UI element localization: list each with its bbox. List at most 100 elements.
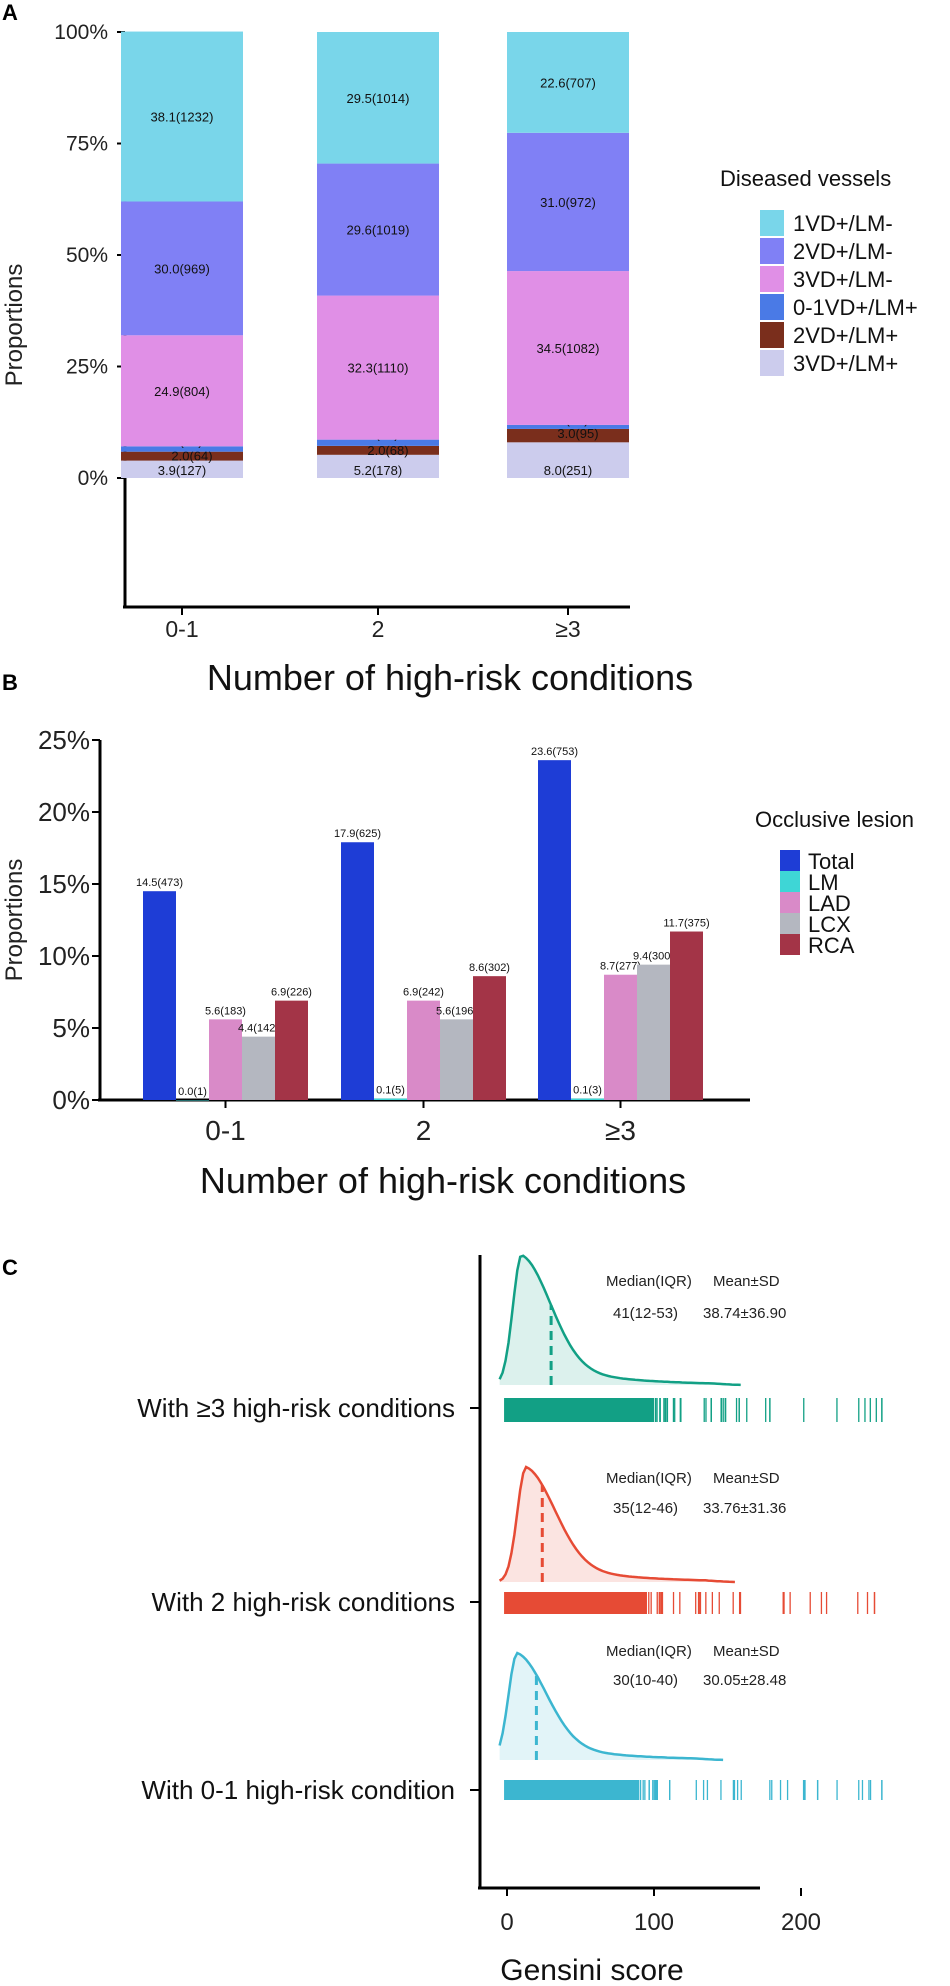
- stat-header-median-group-1: Median(IQR): [606, 1273, 692, 1290]
- segment-label-3vd-lm-3: 34.5(1082): [537, 341, 600, 356]
- bar-segment-3vd-lm-2: [317, 295, 439, 440]
- segment-label-2vd-lm-2: 29.6(1019): [347, 223, 410, 238]
- bar-segment-3vd-lm-0-1: [121, 335, 243, 447]
- density-curve-group-2: [498, 1465, 735, 1584]
- panel-b-legend-title: Occlusive lesion: [755, 807, 914, 832]
- bar-lcx-3: [637, 964, 670, 1100]
- panel-a-ytick-label: 75%: [66, 133, 108, 156]
- stat-median-iqr-group-1: 41(12-53): [613, 1305, 678, 1322]
- stat-header-mean-group-3: Mean±SD: [713, 1643, 780, 1660]
- panel-c-xtick-label: 0: [500, 1909, 513, 1936]
- bar-segment-0-1vd-lm-2: [317, 439, 439, 446]
- panel-b-ytick-label: 15%: [38, 869, 90, 899]
- bar-segment-0-1vd-lm-0-1: [121, 446, 243, 452]
- bar-segment-2vd-lm-2: [317, 163, 439, 296]
- segment-label-3vd-lm-3: 8.0(251): [544, 463, 592, 478]
- density-fill-group-2: [499, 1467, 735, 1582]
- bar-label-lad-0-1: 5.6(183): [205, 1005, 246, 1017]
- bar-segment-1vd-lm-3: [507, 32, 629, 133]
- segment-label-3vd-lm-0-1: 24.9(804): [154, 384, 210, 399]
- legend-swatch-lm: [780, 871, 800, 892]
- legend-label-2vd-lm: 2VD+/LM-: [793, 239, 893, 264]
- bar-rca-3: [670, 931, 703, 1100]
- bar-lm-2: [374, 1098, 407, 1100]
- legend-label-total: Total: [808, 849, 854, 874]
- rug-dense-group-3: [504, 1780, 640, 1800]
- legend-swatch-total: [780, 850, 800, 871]
- panel-b-chart: Proportions Number of high-risk conditio…: [1, 725, 914, 1201]
- stat-median-iqr-group-2: 35(12-46): [613, 1500, 678, 1517]
- rug-dense-group-2: [504, 1592, 646, 1614]
- bar-segment-0-1vd-lm-3: [507, 424, 629, 429]
- rug-dense-group-1: [504, 1398, 654, 1422]
- bar-label-lad-2: 6.9(242): [403, 987, 444, 999]
- bar-label-lm-3: 0.1(3): [573, 1085, 602, 1097]
- stat-median-iqr-group-3: 30(10-40): [613, 1672, 678, 1689]
- panel-a-xlabel: Number of high-risk conditions: [207, 657, 693, 698]
- bar-segment-3vd-lm-2: [317, 454, 439, 478]
- bar-segment-2vd-lm-3: [507, 428, 629, 443]
- bar-label-lm-2: 0.1(5): [376, 1085, 405, 1097]
- bar-segment-1vd-lm-0-1: [121, 31, 243, 202]
- bar-total-0-1: [143, 891, 176, 1100]
- stat-header-median-group-3: Median(IQR): [606, 1643, 692, 1660]
- legend-label-2vd-lm: 2VD+/LM+: [793, 323, 898, 348]
- bar-total-3: [538, 760, 571, 1100]
- segment-label-1vd-lm-2: 29.5(1014): [347, 91, 410, 106]
- segment-label-2vd-lm-3: 3.0(95): [557, 426, 598, 441]
- panel-b-ytick-label: 5%: [52, 1013, 90, 1043]
- legend-swatch-lcx: [780, 913, 800, 934]
- panel-c-xtick-label: 100: [634, 1909, 674, 1936]
- bar-lad-2: [407, 1000, 440, 1100]
- bar-label-total-3: 23.6(753): [531, 746, 578, 758]
- legend-label-lad: LAD: [808, 891, 851, 916]
- legend-label-lm: LM: [808, 870, 839, 895]
- density-curve-group-1: [498, 1254, 741, 1387]
- bar-segment-1vd-lm-2: [317, 32, 439, 164]
- segment-label-2vd-lm-3: 31.0(972): [540, 195, 596, 210]
- bar-segment-3vd-lm-3: [507, 271, 629, 425]
- density-fill-group-1: [499, 1255, 743, 1385]
- panel-b-ytick-label: 20%: [38, 797, 90, 827]
- panel-b-ytick-label: 25%: [38, 725, 90, 755]
- bar-label-rca-0-1: 6.9(226): [271, 987, 312, 999]
- panel-a-ytick-label: 50%: [66, 244, 108, 267]
- density-curve-group-3: [498, 1651, 724, 1762]
- legend-label-3vd-lm: 3VD+/LM+: [793, 351, 898, 376]
- bar-lm-0-1: [176, 1100, 209, 1101]
- bar-segment-3vd-lm-0-1: [121, 460, 243, 478]
- panel-b-xtick-label: ≥3: [605, 1115, 636, 1146]
- panel-c-xlabel: Gensini score: [500, 1954, 683, 1986]
- legend-label-0-1vd-lm: 0-1VD+/LM+: [793, 295, 918, 320]
- segment-label-2vd-lm-2: 2.0(68): [367, 443, 408, 458]
- panel-a-ytick-label: 100%: [54, 21, 108, 44]
- bar-segment-3vd-lm-3: [507, 442, 629, 478]
- panel-b-ytick-label: 10%: [38, 941, 90, 971]
- legend-swatch-0-1vd-lm: [760, 294, 784, 320]
- bar-label-total-0-1: 14.5(473): [136, 877, 183, 889]
- bar-segment-2vd-lm-2: [317, 445, 439, 455]
- panel-a-legend-title: Diseased vessels: [720, 166, 891, 191]
- stat-mean-sd-group-2: 33.76±31.36: [703, 1500, 786, 1517]
- bar-rca-2: [473, 976, 506, 1100]
- legend-label-1vd-lm: 1VD+/LM-: [793, 211, 893, 236]
- legend-label-rca: RCA: [808, 933, 855, 958]
- bar-lm-3: [571, 1098, 604, 1100]
- stat-mean-sd-group-1: 38.74±36.90: [703, 1305, 786, 1322]
- panel-b-xlabel: Number of high-risk conditions: [200, 1160, 686, 1201]
- bar-label-rca-3: 11.7(375): [663, 918, 709, 930]
- density-fill-group-3: [499, 1653, 725, 1760]
- panel-a-ytick-label: 0%: [78, 467, 108, 490]
- legend-swatch-lad: [780, 892, 800, 913]
- stat-header-mean-group-1: Mean±SD: [713, 1273, 780, 1290]
- bar-label-rca-2: 8.6(302): [469, 962, 510, 974]
- legend-swatch-2vd-lm: [760, 238, 784, 264]
- bar-lcx-2: [440, 1019, 473, 1100]
- panel-b-ytick-label: 0%: [52, 1085, 90, 1115]
- bar-label-lcx-3: 9.4(300): [633, 951, 674, 963]
- stat-header-median-group-2: Median(IQR): [606, 1470, 692, 1487]
- bar-label-lcx-2: 5.6(196): [436, 1005, 477, 1017]
- legend-label-lcx: LCX: [808, 912, 851, 937]
- panel-c-chart: Gensini score 0 100 200 With ≥3 high-risk c…: [137, 1254, 883, 1986]
